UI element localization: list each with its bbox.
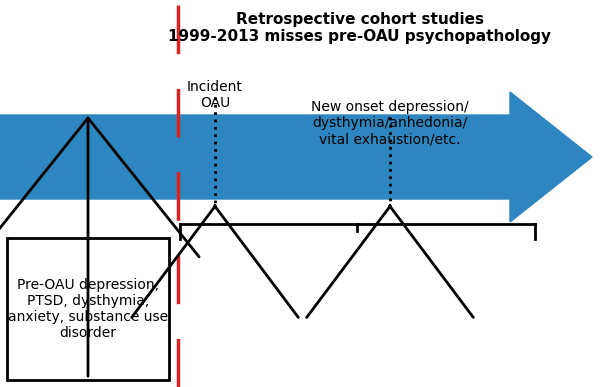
- FancyBboxPatch shape: [7, 238, 169, 380]
- Text: Retrospective cohort studies
1999-2013 misses pre-OAU psychopathology: Retrospective cohort studies 1999-2013 m…: [169, 12, 551, 45]
- Polygon shape: [0, 92, 592, 222]
- Text: Incident
OAU: Incident OAU: [187, 80, 243, 110]
- Text: New onset depression/
dysthymia/anhedonia/
vital exhaustion/etc.: New onset depression/ dysthymia/anhedoni…: [311, 100, 469, 146]
- Text: Pre-OAU depression,
PTSD, dysthymia,
anxiety, substance use
disorder: Pre-OAU depression, PTSD, dysthymia, anx…: [8, 278, 168, 340]
